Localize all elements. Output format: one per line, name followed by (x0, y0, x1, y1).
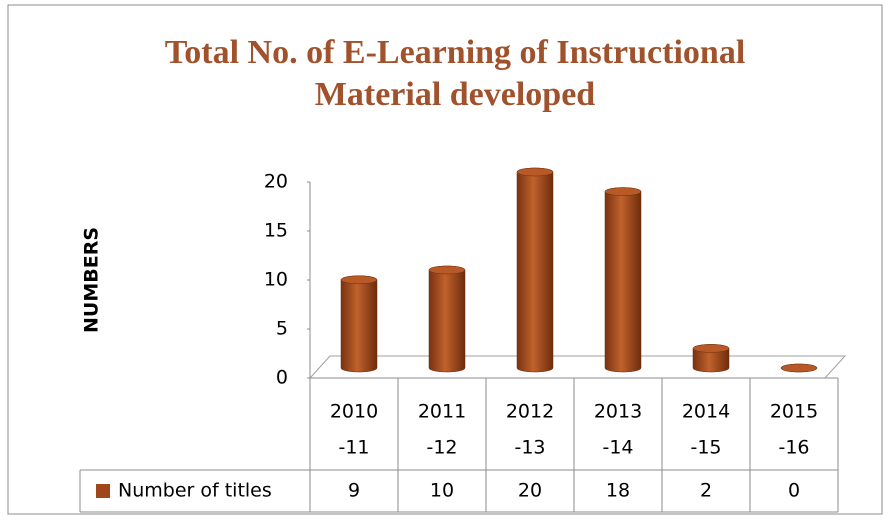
legend-key (96, 484, 110, 498)
chart-title: Material developed (315, 76, 596, 113)
x-tick-label: -12 (426, 437, 457, 459)
table-value: 2 (700, 480, 712, 502)
chart-title: Total No. of E-Learning of Instructional (165, 34, 746, 71)
bar-top (428, 265, 466, 275)
x-tick-label: -13 (514, 437, 545, 459)
x-tick-label: 2011 (418, 401, 466, 423)
table-value: 0 (788, 480, 800, 502)
bar-top (780, 363, 818, 373)
y-tick-label: 5 (276, 318, 288, 340)
y-tick-label: 0 (276, 367, 288, 389)
x-tick-label: -15 (690, 437, 721, 459)
x-tick-label: -14 (602, 437, 633, 459)
y-axis-label: NUMBERS (81, 227, 103, 333)
legend-label: Number of titles (118, 480, 272, 502)
chart-border (7, 4, 883, 515)
x-tick-label: 2010 (330, 401, 378, 423)
bar-top (604, 187, 642, 196)
table-value: 9 (348, 480, 360, 502)
x-tick-label: 2014 (682, 401, 730, 423)
table-value: 20 (518, 480, 542, 502)
y-tick-label: 10 (264, 269, 288, 291)
table-value: 18 (606, 480, 630, 502)
bar-top (516, 167, 554, 177)
bar (604, 187, 642, 373)
x-tick-label: -11 (338, 437, 369, 459)
bar-top (692, 344, 730, 353)
y-tick-label: 15 (264, 220, 288, 242)
bar (516, 167, 554, 373)
x-tick-label: 2012 (506, 401, 554, 423)
bar (340, 275, 378, 373)
y-tick-label: 20 (264, 171, 288, 193)
x-tick-label: 2015 (770, 401, 818, 423)
x-tick-label: 2013 (594, 401, 642, 423)
table-value: 10 (430, 480, 454, 502)
bar-top (340, 275, 378, 285)
bar (428, 265, 466, 373)
x-tick-label: -16 (778, 437, 809, 459)
